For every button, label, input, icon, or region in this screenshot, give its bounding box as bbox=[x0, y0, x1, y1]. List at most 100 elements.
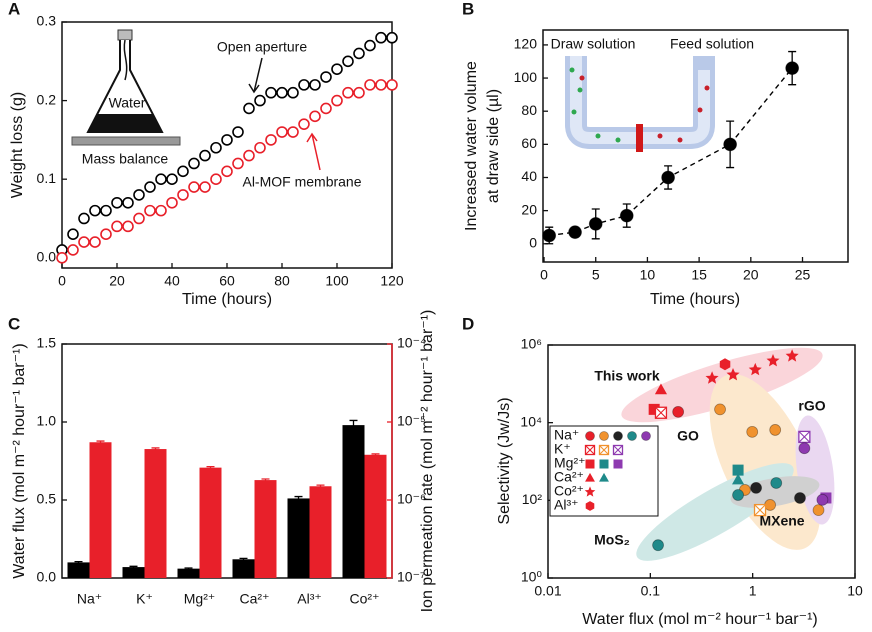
data-point bbox=[732, 464, 744, 476]
legend-label: Al³⁺ bbox=[554, 497, 579, 513]
legend-box bbox=[549, 425, 659, 517]
data-point bbox=[221, 165, 233, 178]
bar bbox=[364, 454, 387, 578]
data-point bbox=[654, 406, 668, 419]
balance-plate bbox=[71, 136, 181, 146]
data-point bbox=[812, 504, 825, 517]
arrow bbox=[248, 57, 263, 94]
series-label: Al-MOF membrane bbox=[242, 174, 361, 190]
data-point bbox=[111, 196, 123, 209]
x-tick-label: 40 bbox=[164, 273, 180, 289]
y-tick-label: 10⁶ bbox=[521, 336, 542, 352]
data-point bbox=[364, 39, 376, 52]
data-point bbox=[155, 204, 167, 217]
legend-marker bbox=[599, 431, 609, 441]
marker-cross bbox=[798, 431, 811, 443]
y-tick-label: 60 bbox=[521, 135, 537, 151]
y2-axis-label: Ion permeation rate (mol m⁻² hour⁻¹ bar⁻… bbox=[419, 310, 436, 613]
data-point bbox=[100, 228, 112, 241]
x-axis-label: Time (hours) bbox=[182, 291, 272, 308]
y-axis-label: Weight loss (g) bbox=[9, 92, 26, 198]
data-point bbox=[155, 173, 167, 185]
y2-tick-label: 10⁻⁵ bbox=[397, 413, 426, 429]
plot-frame bbox=[542, 29, 849, 263]
membrane bbox=[636, 124, 643, 152]
x-tick-label: 5 bbox=[592, 267, 600, 283]
data-point bbox=[320, 102, 332, 115]
x-tick-label: 25 bbox=[795, 267, 811, 283]
bar bbox=[309, 486, 332, 578]
data-point bbox=[188, 181, 200, 193]
annotation: Feed solution bbox=[670, 36, 754, 52]
data-point bbox=[386, 31, 398, 44]
x-tick-label: 80 bbox=[274, 273, 290, 289]
x-axis-label: Time (hours) bbox=[650, 291, 740, 308]
data-point bbox=[375, 31, 387, 44]
y-axis-label: at draw side (µl) bbox=[485, 89, 502, 203]
x-tick-label: Al³⁺ bbox=[297, 591, 322, 607]
data-point bbox=[342, 86, 354, 99]
data-point bbox=[648, 403, 660, 415]
group-region bbox=[709, 374, 821, 550]
data-point bbox=[177, 165, 189, 178]
y-tick-label: 1.0 bbox=[37, 413, 57, 429]
data-point bbox=[199, 181, 211, 193]
error-bar bbox=[261, 478, 270, 482]
y-tick-label: 20 bbox=[521, 201, 537, 217]
data-point bbox=[568, 225, 582, 240]
y-tick-label: 0.3 bbox=[37, 13, 57, 29]
data-point bbox=[221, 134, 233, 146]
legend-marker bbox=[585, 459, 595, 469]
data-point bbox=[309, 79, 321, 91]
data-point bbox=[89, 236, 101, 248]
error-bar bbox=[349, 419, 358, 430]
y-tick-label: 0.0 bbox=[37, 248, 57, 264]
x-axis-label: Water flux (mol m⁻² hour⁻¹ bar⁻¹) bbox=[582, 611, 817, 628]
data-point bbox=[732, 473, 745, 485]
annotation: Draw solution bbox=[551, 36, 636, 52]
bar bbox=[232, 559, 255, 578]
data-point bbox=[287, 126, 299, 138]
data-point bbox=[254, 94, 266, 107]
legend-marker bbox=[613, 459, 623, 469]
data-point bbox=[298, 118, 310, 130]
data-point bbox=[78, 212, 90, 225]
panel-label: B bbox=[462, 0, 474, 18]
legend-label: Mg²⁺ bbox=[554, 455, 586, 471]
series-label: Open aperture bbox=[217, 39, 307, 55]
x-tick-label: 20 bbox=[743, 267, 759, 283]
x-tick-label: 10 bbox=[847, 583, 863, 599]
solute bbox=[697, 107, 703, 113]
error-bar bbox=[316, 484, 325, 488]
legend-marker bbox=[599, 459, 609, 469]
legend-marker bbox=[585, 431, 595, 441]
bar bbox=[199, 467, 222, 578]
data-point bbox=[111, 220, 123, 233]
bar bbox=[89, 442, 112, 578]
series-label: This work bbox=[594, 368, 660, 384]
y-tick-label: 0.1 bbox=[37, 170, 57, 186]
data-point bbox=[166, 173, 178, 185]
data-point bbox=[746, 425, 759, 438]
flask-illustration bbox=[71, 29, 181, 146]
y-axis-label: Water flux (mol m⁻² hour⁻¹ bar⁻¹) bbox=[11, 343, 28, 578]
marker-cross bbox=[613, 445, 623, 455]
data-point bbox=[342, 55, 354, 68]
y-tick-label: 0.5 bbox=[37, 491, 57, 507]
x-tick-label: 20 bbox=[109, 273, 125, 289]
marker-cross bbox=[585, 445, 595, 455]
solute bbox=[677, 137, 683, 143]
x-tick-label: 60 bbox=[219, 273, 235, 289]
data-point bbox=[588, 216, 603, 231]
data-point bbox=[619, 208, 634, 223]
data-point bbox=[210, 141, 222, 154]
error-bar bbox=[206, 465, 215, 469]
flask-liquid bbox=[88, 114, 162, 132]
marker-cross bbox=[754, 504, 766, 517]
y-tick-label: 100 bbox=[514, 69, 538, 85]
y-tick-label: 40 bbox=[521, 168, 537, 184]
data-point bbox=[320, 71, 332, 83]
series-label: GO bbox=[677, 428, 699, 444]
bar bbox=[67, 562, 90, 578]
